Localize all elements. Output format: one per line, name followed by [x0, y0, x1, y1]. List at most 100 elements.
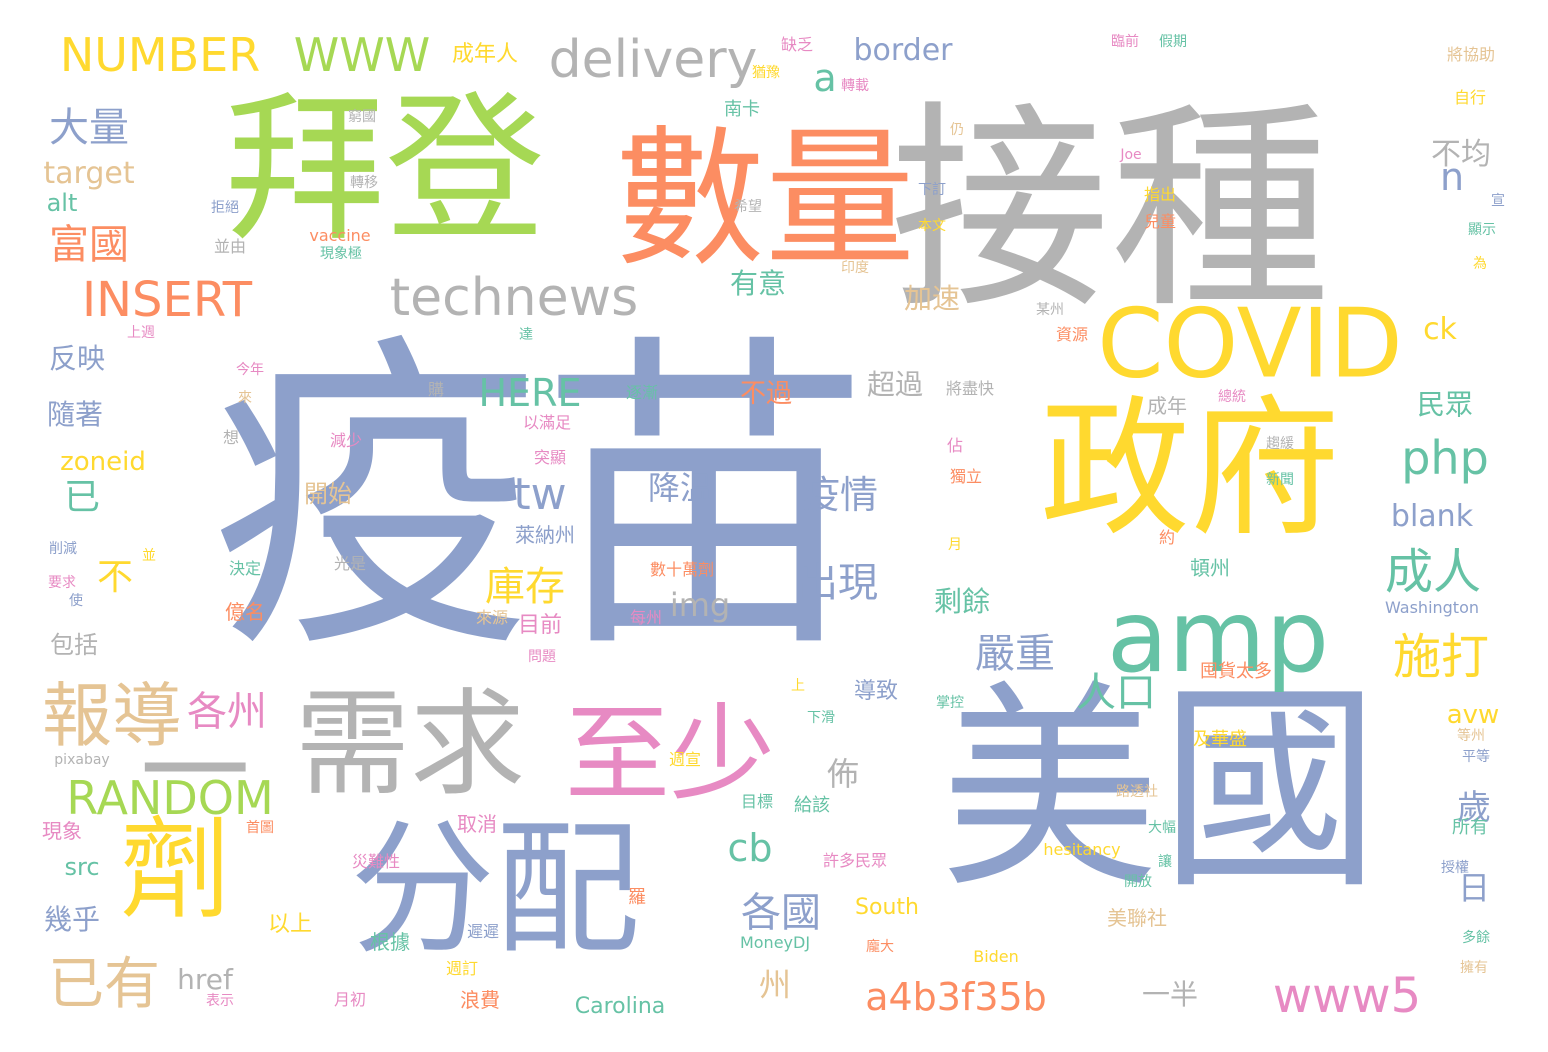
- word-51-cjk: 不均: [1431, 137, 1491, 172]
- word-58-cjk: 反映: [48, 342, 106, 375]
- word-158-cjk: 為: [1473, 256, 1487, 272]
- word-137-cjk: 希望: [734, 199, 762, 215]
- word-92-cjk: 浪費: [460, 988, 500, 1012]
- word-135-cjk: 資源: [1055, 325, 1089, 344]
- word-150-cjk: 猶豫: [752, 65, 780, 81]
- word-55-cjk: 不過: [739, 379, 793, 409]
- word-5-cjk: 政府: [1039, 383, 1341, 557]
- word-18-random: RANDOM: [66, 771, 274, 825]
- word-115-cjk: 削減: [49, 541, 77, 557]
- word-140-cjk: 指出: [1143, 185, 1177, 204]
- word-52-cjk: 加速: [903, 282, 961, 315]
- word-46-src: src: [64, 853, 100, 881]
- word-61-cjk: 不: [96, 557, 134, 598]
- word-16-www: WWW: [293, 28, 431, 82]
- word-28-cjk: 嚴重: [975, 631, 1055, 677]
- word-90-cjk: 給該: [794, 795, 830, 816]
- word-17-cjk: 報導: [42, 675, 182, 757]
- word-147-cjk: 現象極: [320, 246, 362, 262]
- word-27-cjk: 成人: [1384, 544, 1482, 600]
- word-25-cjk: 庫存: [485, 564, 565, 610]
- word-23-cjk: 大量: [49, 105, 129, 151]
- word-45-zoneid: zoneid: [60, 447, 146, 477]
- word-138-cjk: 下訂: [918, 182, 946, 198]
- word-12-amp: amp: [1106, 578, 1330, 695]
- word-151-cjk: 轉載: [841, 78, 869, 94]
- word-33-cjk: 降溫: [647, 469, 713, 507]
- word-53-cjk: 有意: [729, 267, 787, 300]
- word-43-target: target: [43, 156, 135, 191]
- word-78-cjk: 所有: [1452, 817, 1488, 838]
- word-87-joe: Joe: [1120, 147, 1142, 163]
- word-83-biden: Biden: [973, 947, 1019, 966]
- word-31-cjk: 人口: [1076, 670, 1156, 716]
- word-0-cjk: 疫苗: [210, 308, 870, 692]
- word-95-cjk: 遲遲: [466, 922, 500, 941]
- word-161-cjk: 新聞: [1266, 472, 1294, 488]
- word-130-cjk: 佔: [946, 436, 964, 455]
- word-103-cjk: 目標: [740, 792, 774, 811]
- word-34-cjk: 出現: [798, 560, 878, 606]
- word-91-cjk: 取消: [457, 812, 497, 836]
- word-167-cjk: 授權: [1441, 860, 1469, 876]
- word-144-cjk: 拒絕: [211, 200, 239, 216]
- word-80-south: South: [855, 895, 919, 920]
- word-63-cjk: 包括: [50, 631, 98, 659]
- word-128-cjk: 將盡快: [945, 379, 995, 398]
- word-139-cjk: 本文: [918, 218, 946, 234]
- word-154-cjk: 將協助: [1446, 45, 1496, 64]
- word-97-cjk: 月初: [333, 990, 367, 1009]
- word-7-cjk: 分配: [350, 805, 640, 975]
- word-3-cjk: 拜登: [224, 76, 546, 263]
- word-86-vaccine: vaccine: [309, 226, 371, 245]
- word-111-cjk: 來源: [475, 608, 509, 627]
- word-37-here: HERE: [478, 371, 582, 415]
- word-106-cjk: 掌控: [936, 695, 964, 711]
- word-74-cjk: 導致: [853, 679, 899, 704]
- word-4-cjk: 數量: [614, 113, 916, 287]
- word-6-covid: COVID: [1097, 289, 1403, 400]
- word-44-alt: alt: [46, 189, 78, 217]
- word-131-cjk: 月: [948, 537, 962, 553]
- word-36-php: php: [1401, 431, 1489, 485]
- word-94-cjk: 以上: [267, 912, 313, 937]
- word-72-cjk: 目前: [517, 613, 563, 638]
- word-50-avw: avw: [1446, 700, 1500, 730]
- word-22-cjk: 已有: [48, 952, 160, 1017]
- word-38-border: border: [853, 33, 953, 68]
- word-159-cjk: 總統: [1218, 389, 1246, 405]
- word-110-cjk: 數十萬劑: [649, 560, 715, 579]
- word-153-cjk: 假期: [1159, 34, 1187, 50]
- word-155-cjk: 自行: [1453, 88, 1487, 107]
- word-47-href: href: [177, 963, 233, 996]
- word-132-cjk: 約: [1158, 528, 1176, 547]
- word-9-cjk: 需求: [294, 677, 526, 812]
- word-116-cjk: 決定: [228, 559, 262, 578]
- word-32-cjk: 疫情: [801, 473, 879, 517]
- word-66-cjk: 歲: [1457, 788, 1491, 828]
- word-24-cjk: 富國: [49, 222, 129, 268]
- word-67-cjk: 日: [1457, 869, 1491, 907]
- word-143-cjk: 轉移: [350, 175, 378, 191]
- word-160-cjk: 趨緩: [1266, 436, 1294, 452]
- word-162-cjk: 路透社: [1116, 784, 1158, 800]
- word-85-washington: Washington: [1384, 598, 1480, 617]
- word-49-ck: ck: [1423, 312, 1457, 347]
- word-35-tw: tw: [513, 469, 567, 520]
- word-82-moneydj: MoneyDJ: [739, 933, 811, 952]
- word-89-cjk: 許多民眾: [822, 851, 888, 870]
- word-1-cjk: 接種: [889, 82, 1331, 338]
- word-114-cjk: 使: [69, 593, 83, 609]
- word-164-cjk: 讓: [1158, 854, 1172, 870]
- word-79-cjk: 美聯社: [1107, 906, 1167, 930]
- word-15-number: NUMBER: [59, 28, 261, 82]
- word-109-cjk: 每州: [629, 608, 663, 627]
- word-99-cjk: 現象: [42, 819, 82, 843]
- word-149-cjk: 缺乏: [780, 35, 814, 54]
- word-126-cjk: 上週: [127, 325, 155, 341]
- word-13-technews: technews: [389, 268, 639, 328]
- word-71-cjk: 萊納州: [515, 523, 575, 547]
- word-142-cjk: 仍: [950, 122, 964, 138]
- word-10-cjk: 劑: [120, 806, 230, 934]
- word-29-cjk: 各國: [741, 890, 821, 936]
